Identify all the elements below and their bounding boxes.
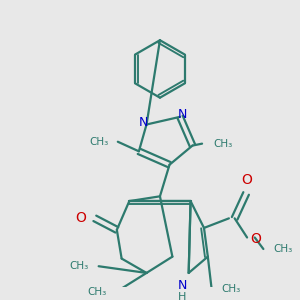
Text: CH₃: CH₃ — [273, 244, 292, 254]
Text: N: N — [177, 279, 187, 292]
Text: H: H — [178, 292, 186, 300]
Text: CH₃: CH₃ — [89, 137, 108, 147]
Text: N: N — [178, 108, 188, 122]
Text: O: O — [250, 232, 261, 246]
Text: O: O — [75, 211, 86, 225]
Text: CH₃: CH₃ — [214, 139, 233, 148]
Text: N: N — [139, 116, 148, 129]
Text: CH₃: CH₃ — [221, 284, 241, 294]
Text: CH₃: CH₃ — [70, 261, 89, 271]
Text: CH₃: CH₃ — [87, 287, 106, 297]
Text: O: O — [242, 173, 253, 187]
